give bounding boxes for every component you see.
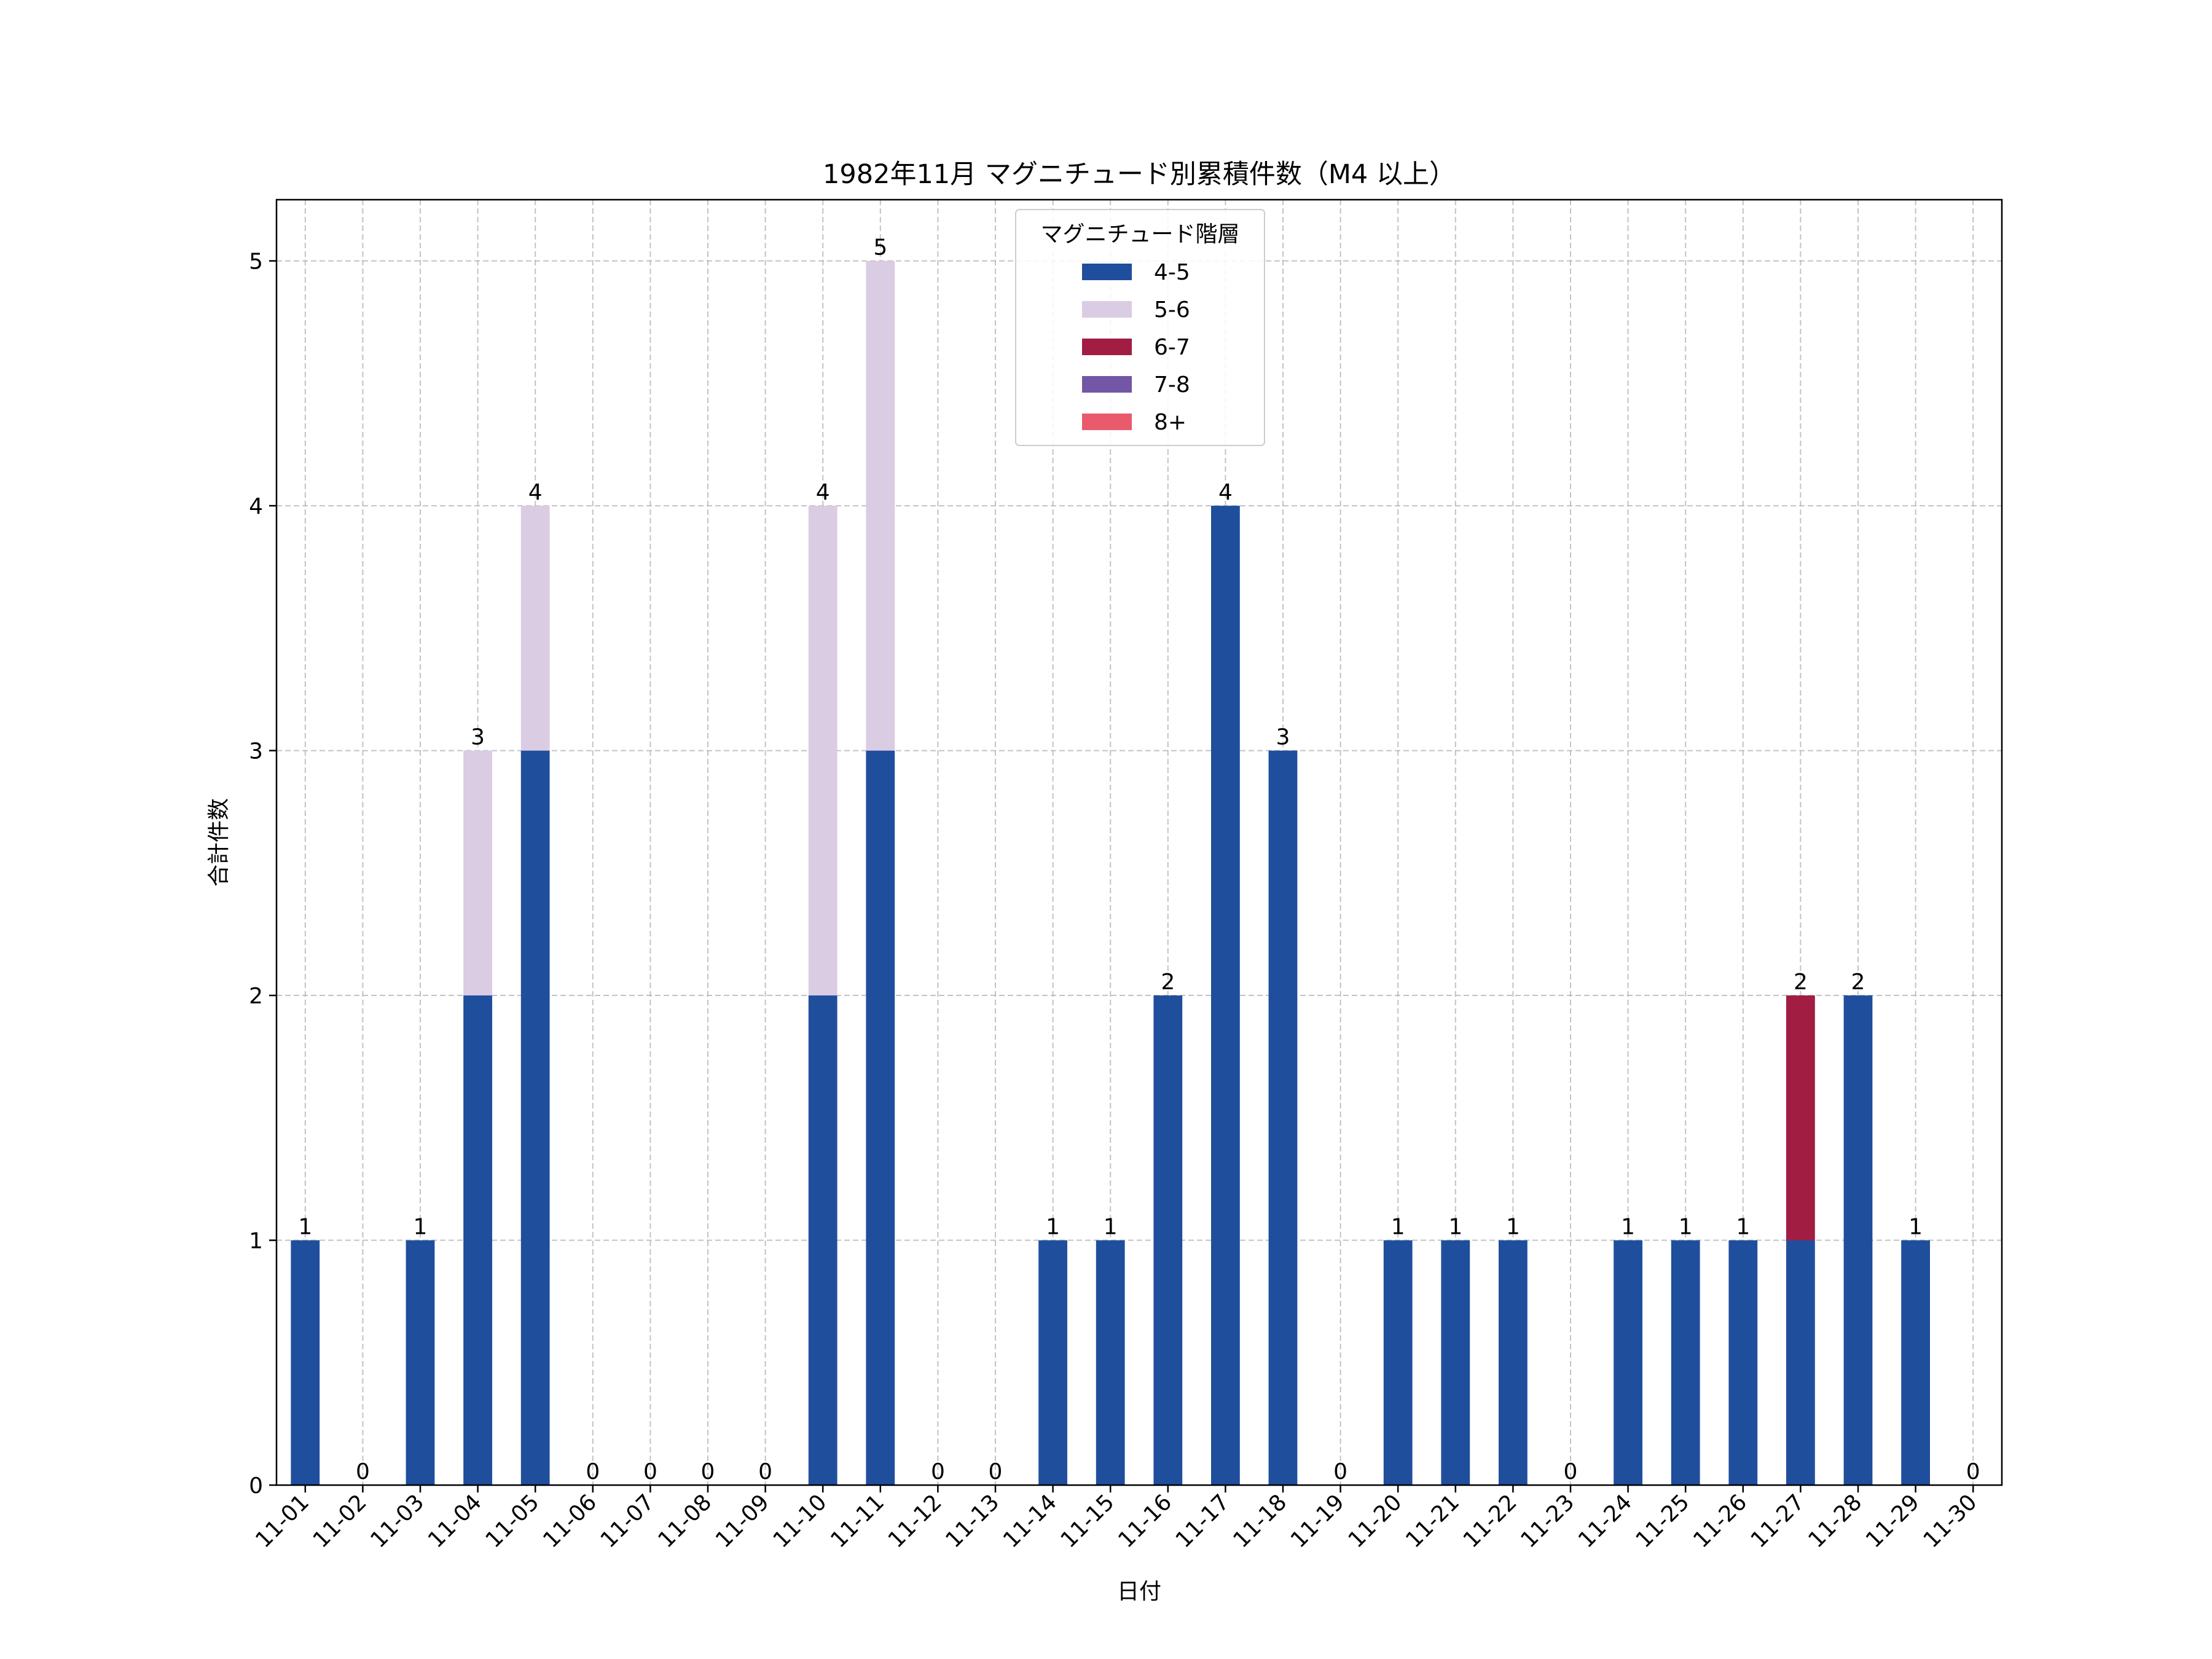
total-label: 0 (356, 1459, 370, 1484)
total-label: 3 (471, 725, 485, 750)
total-label: 1 (1391, 1215, 1405, 1240)
bar-segment-4-5 (1096, 1240, 1125, 1485)
legend-title: マグニチュード階層 (1040, 222, 1239, 247)
total-label: 1 (1104, 1215, 1118, 1240)
bars (291, 261, 1930, 1485)
legend-label: 5-6 (1154, 297, 1190, 323)
total-label: 2 (1161, 970, 1175, 995)
bar-segment-4-5 (1499, 1240, 1528, 1485)
x-axis-label: 日付 (1117, 1579, 1161, 1604)
legend: マグニチュード階層 4-5 5-6 6-7 7-8 8+ (1015, 209, 1265, 446)
bar-segment-5-6 (520, 506, 550, 751)
total-label: 0 (643, 1459, 657, 1484)
bar-segment-4-5 (1614, 1240, 1642, 1485)
bar-segment-5-6 (463, 750, 492, 996)
plot-frame (275, 198, 2003, 1486)
total-label: 0 (989, 1459, 1003, 1484)
y-tick-label: 2 (249, 984, 263, 1009)
chart-title: 1982年11月 マグニチュード別累積件数（M4 以上） (823, 159, 1456, 190)
bar-segment-4-5 (1268, 750, 1298, 1485)
legend-items: 4-5 5-6 6-7 7-8 8+ (1082, 260, 1190, 435)
total-label: 3 (1276, 725, 1290, 750)
legend-swatch (1082, 414, 1132, 430)
total-label: 1 (1908, 1215, 1923, 1240)
bar-segment-4-5 (1211, 506, 1240, 1485)
bar-segment-4-5 (866, 750, 895, 1485)
total-label: 0 (1333, 1459, 1347, 1484)
total-label: 1 (1046, 1215, 1060, 1240)
total-label: 4 (816, 480, 830, 505)
legend-label: 8+ (1154, 410, 1186, 435)
bar-segment-4-5 (1153, 995, 1183, 1485)
bar-segment-4-5 (1786, 1240, 1815, 1485)
bar-segment-4-5 (1901, 1240, 1930, 1485)
bar-segment-4-5 (463, 995, 492, 1485)
legend-label: 7-8 (1154, 372, 1190, 398)
y-tick-label: 4 (249, 494, 263, 519)
total-label: 2 (1851, 970, 1865, 995)
y-tick-label: 1 (249, 1229, 263, 1254)
total-label: 0 (701, 1459, 715, 1484)
legend-box (1015, 209, 1265, 446)
total-label: 1 (414, 1215, 428, 1240)
total-label: 4 (1218, 480, 1233, 505)
total-label: 1 (298, 1215, 312, 1240)
total-label: 2 (1794, 970, 1808, 995)
total-label: 0 (758, 1459, 772, 1484)
total-label: 1 (1448, 1215, 1462, 1240)
bar-segment-6-7 (1786, 995, 1815, 1241)
total-label: 4 (528, 480, 543, 505)
bar-segment-4-5 (1441, 1240, 1470, 1485)
bar-segment-4-5 (1843, 995, 1873, 1485)
bar-segment-4-5 (1728, 1240, 1758, 1485)
total-label: 0 (1966, 1459, 1980, 1484)
total-label: 0 (586, 1459, 600, 1484)
bar-segment-4-5 (1671, 1240, 1700, 1485)
legend-label: 6-7 (1154, 335, 1190, 360)
legend-label: 4-5 (1154, 260, 1190, 285)
total-label: 1 (1506, 1215, 1520, 1240)
bar-segment-4-5 (291, 1240, 320, 1485)
total-label: 1 (1679, 1215, 1693, 1240)
bar-segment-4-5 (1383, 1240, 1413, 1485)
y-tick-label: 3 (249, 739, 263, 764)
legend-swatch (1082, 339, 1132, 355)
bar-segment-4-5 (808, 995, 837, 1485)
legend-swatch (1082, 301, 1132, 318)
total-label: 0 (1564, 1459, 1578, 1484)
bar-segment-4-5 (520, 750, 550, 1485)
data-labels: 1 0 1 3 4 0 0 0 0 4 5 0 0 1 1 2 4 3 0 1 1 1 0 1 1 1 2 2 1 0 (298, 235, 1980, 1484)
total-label: 1 (1736, 1215, 1750, 1240)
legend-swatch (1082, 376, 1132, 393)
bar-segment-5-6 (866, 261, 895, 751)
legend-swatch (1082, 264, 1132, 280)
bar-segment-4-5 (1038, 1240, 1067, 1485)
total-label: 5 (873, 235, 887, 261)
y-tick-label: 0 (249, 1473, 263, 1499)
total-label: 0 (931, 1459, 945, 1484)
bar-segment-5-6 (808, 506, 837, 996)
y-axis-label: 合計件数 (206, 798, 232, 887)
bar-segment-4-5 (406, 1240, 435, 1485)
total-label: 1 (1621, 1215, 1635, 1240)
y-tick-label: 5 (249, 249, 263, 275)
